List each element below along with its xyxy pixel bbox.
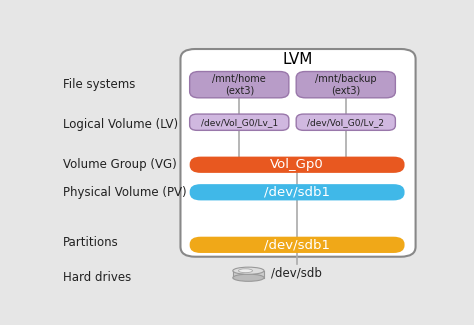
- FancyBboxPatch shape: [190, 157, 405, 173]
- Text: LVM: LVM: [283, 52, 313, 67]
- Text: Volume Group (VG): Volume Group (VG): [63, 158, 177, 171]
- FancyBboxPatch shape: [190, 114, 289, 130]
- Text: Partitions: Partitions: [63, 237, 118, 250]
- FancyBboxPatch shape: [181, 49, 416, 257]
- Text: /dev/sdb: /dev/sdb: [272, 267, 322, 280]
- Text: /mnt/backup
(ext3): /mnt/backup (ext3): [315, 74, 377, 96]
- Text: /dev/sdb1: /dev/sdb1: [264, 186, 330, 199]
- Text: /dev/sdb1: /dev/sdb1: [264, 238, 330, 251]
- Text: Hard drives: Hard drives: [63, 271, 131, 284]
- Text: File systems: File systems: [63, 78, 135, 91]
- FancyBboxPatch shape: [296, 114, 395, 130]
- Text: /mnt/home
(ext3): /mnt/home (ext3): [212, 74, 266, 96]
- Text: /dev/Vol_G0/Lv_2: /dev/Vol_G0/Lv_2: [307, 118, 384, 127]
- Text: /dev/Vol_G0/Lv_1: /dev/Vol_G0/Lv_1: [201, 118, 278, 127]
- Ellipse shape: [238, 269, 253, 273]
- Text: Vol_Gp0: Vol_Gp0: [270, 158, 324, 171]
- FancyBboxPatch shape: [190, 237, 405, 253]
- FancyBboxPatch shape: [296, 72, 395, 98]
- FancyBboxPatch shape: [190, 72, 289, 98]
- FancyBboxPatch shape: [233, 271, 264, 278]
- Text: Logical Volume (LV): Logical Volume (LV): [63, 118, 178, 131]
- Ellipse shape: [233, 267, 264, 274]
- Ellipse shape: [233, 274, 264, 281]
- FancyBboxPatch shape: [190, 184, 405, 201]
- Text: Physical Volume (PV): Physical Volume (PV): [63, 187, 187, 200]
